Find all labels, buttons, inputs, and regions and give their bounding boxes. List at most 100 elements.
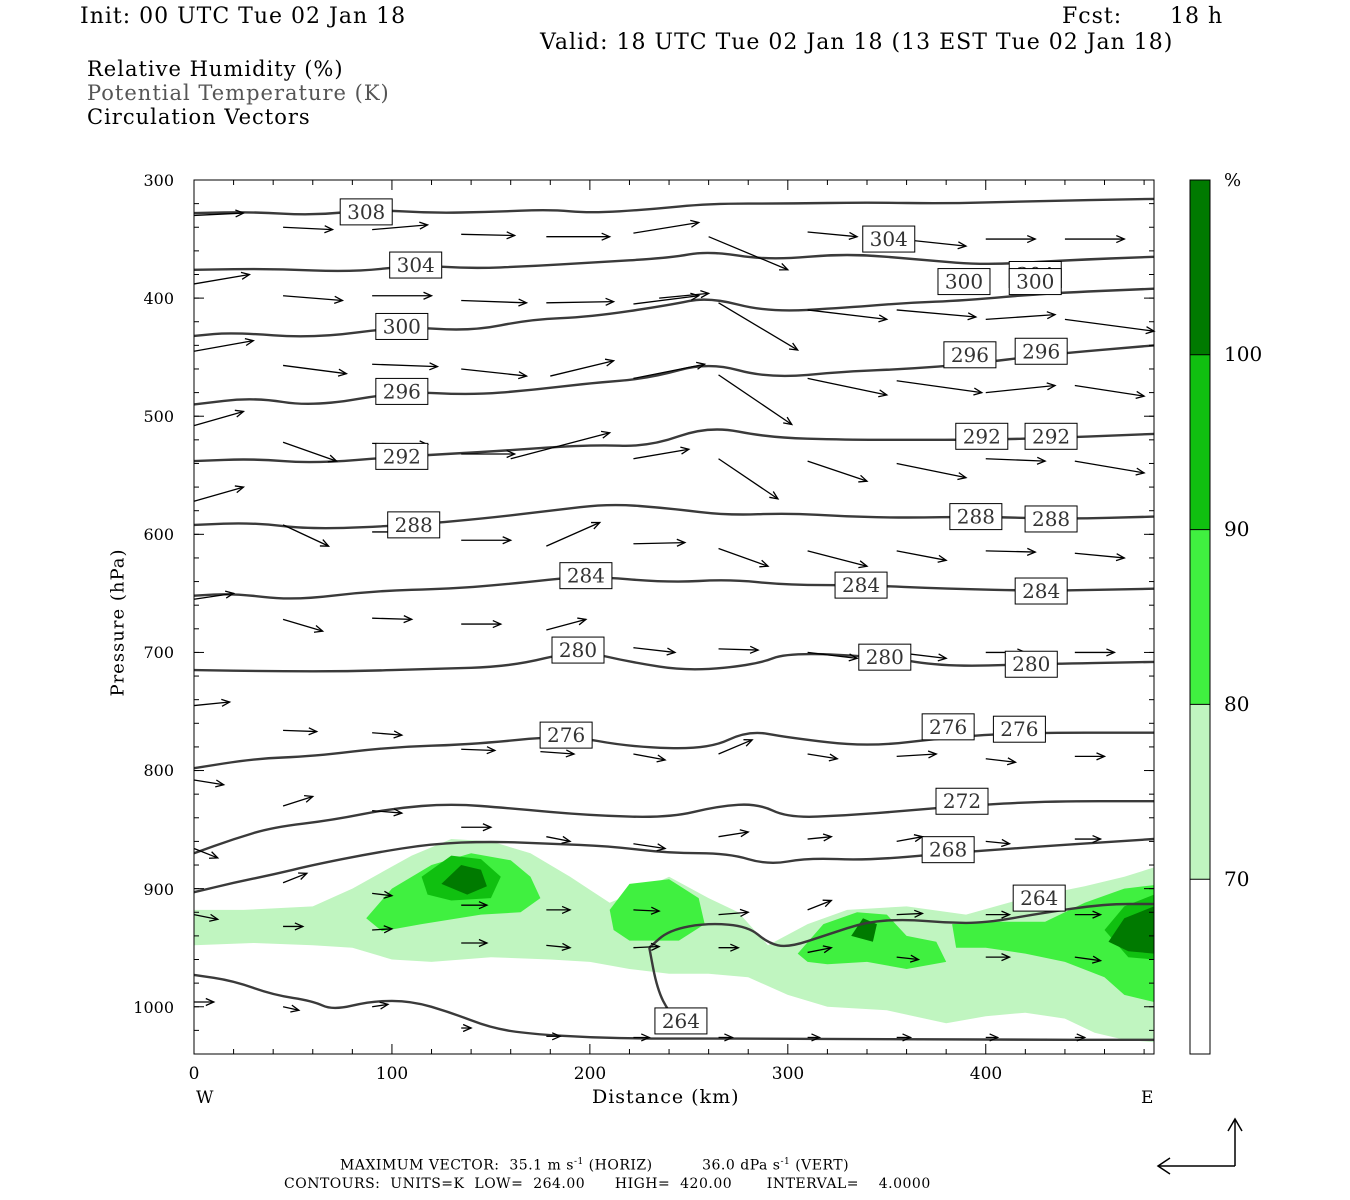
vector-arrowhead [676,538,687,547]
vector-shaft [193,779,224,786]
vector-shaft [372,810,402,814]
vector-arrowhead [650,942,661,951]
vert-unit-exponent: -1 [780,1157,791,1167]
vector-arrowhead [828,753,839,762]
circulation-vector [985,953,1012,962]
vector-shaft [461,368,527,377]
vector-arrowhead [989,1033,1000,1042]
circulation-vector [372,615,414,624]
max-horiz-tag: (HORIZ) [588,1157,653,1174]
circulation-vector [807,945,833,954]
circulation-vector [282,872,309,884]
circulation-vector [896,309,978,321]
contour-label-box [943,341,997,369]
circulation-vector [1074,955,1103,964]
circulation-vector [282,441,339,463]
colorbar-label-90: 90 [1224,517,1250,541]
valid-time: Valid: 18 UTC Tue 02 Jan 18 (13 EST Tue … [540,30,1174,55]
circulation-vector [633,647,677,656]
vector-shaft [282,441,337,462]
circulation-vector [193,485,246,502]
circulation-vector [461,1023,473,1033]
contour-label-296: 296 [943,341,997,369]
forecast-label: Fcst: [1062,4,1123,29]
vector-shaft [282,364,347,375]
circulation-vector [461,619,503,629]
contour-label-text: 264 [662,1009,700,1033]
circulation-vector [1074,648,1117,657]
vector-shaft [193,410,244,427]
vector-arrowhead [1046,311,1057,320]
vector-shaft [896,753,937,758]
vector-shaft [193,273,250,285]
contour-label-296: 296 [1014,337,1068,365]
contour-label-284: 284 [559,562,613,590]
vector-shaft [985,758,1016,763]
circulation-vector [633,843,667,852]
circulation-vector [282,794,315,807]
vector-shaft [510,432,610,460]
circulation-vector [1074,552,1126,562]
theta-contour-288 [193,503,1155,530]
vector-shaft [807,947,832,954]
vector-arrowhead [1092,910,1103,919]
vector-shaft [1074,384,1145,397]
contour-label-box [375,377,429,405]
contour-labels: 3083043043043003003002962962962922922922… [339,198,1078,1035]
vector-shaft [282,524,329,547]
circulation-vector [461,368,529,380]
contour-label-text: 284 [842,573,880,597]
colorbar-label-70: 70 [1224,867,1250,891]
vector-shaft [1074,460,1145,474]
legend-potential-temperature: Potential Temperature (K) [87,81,390,105]
vector-arrowhead [914,909,925,918]
circulation-vector [985,311,1057,321]
vector-shaft [193,212,244,217]
contour-label-box [559,562,613,590]
max-vert-tag: (VERT) [795,1157,850,1174]
vector-shaft [633,753,666,761]
vector-shaft [193,701,230,707]
contour-label-text: 296 [951,343,989,367]
colorbar-band-100 [1190,180,1210,355]
vector-shaft [633,295,699,305]
x-tick-label: 200 [573,1064,607,1084]
circulation-vector [1064,318,1156,335]
circulation-vector [461,536,513,545]
vector-arrowhead [298,872,309,880]
circulation-vector [985,547,1037,556]
contour-label-box [1008,268,1062,296]
contour-label-text: 304 [870,227,908,251]
vector-arrowhead [927,750,938,759]
vector-shaft [372,363,438,368]
contour-label-box [1014,337,1068,365]
vector-shaft [1074,552,1125,559]
colorbar-label-100: 100 [1224,342,1263,366]
contour-label-300: 300 [1008,268,1062,296]
contour-label-304: 304 [862,225,916,253]
vector-shaft [985,384,1056,394]
vector-arrowhead [224,590,236,599]
vector-arrowhead [502,536,513,545]
vector-arrowhead [909,954,921,963]
y-tick-label: 800 [143,761,174,780]
contour-label-280: 280 [1004,650,1058,678]
circulation-vector [718,739,754,755]
vector-shaft [718,739,753,755]
colorbar-band-80 [1190,529,1210,705]
circulation-vector [718,645,760,654]
circulation-vector [633,219,701,234]
vector-arrowhead [1092,834,1103,844]
circulation-vector [550,358,616,377]
circulation-vector [546,942,572,952]
circulation-vector [546,617,588,631]
contour-label-box [375,442,429,470]
circulation-vector [807,550,869,569]
contour-label-300: 300 [375,312,429,340]
colorbar-band-below-70 [1190,879,1210,1054]
vector-shaft [283,295,343,302]
contour-label-text: 264 [1020,886,1058,910]
x-axis-label: Distance (km) [592,1086,740,1108]
vector-shaft [807,899,832,911]
contour-label-text: 296 [383,379,421,403]
